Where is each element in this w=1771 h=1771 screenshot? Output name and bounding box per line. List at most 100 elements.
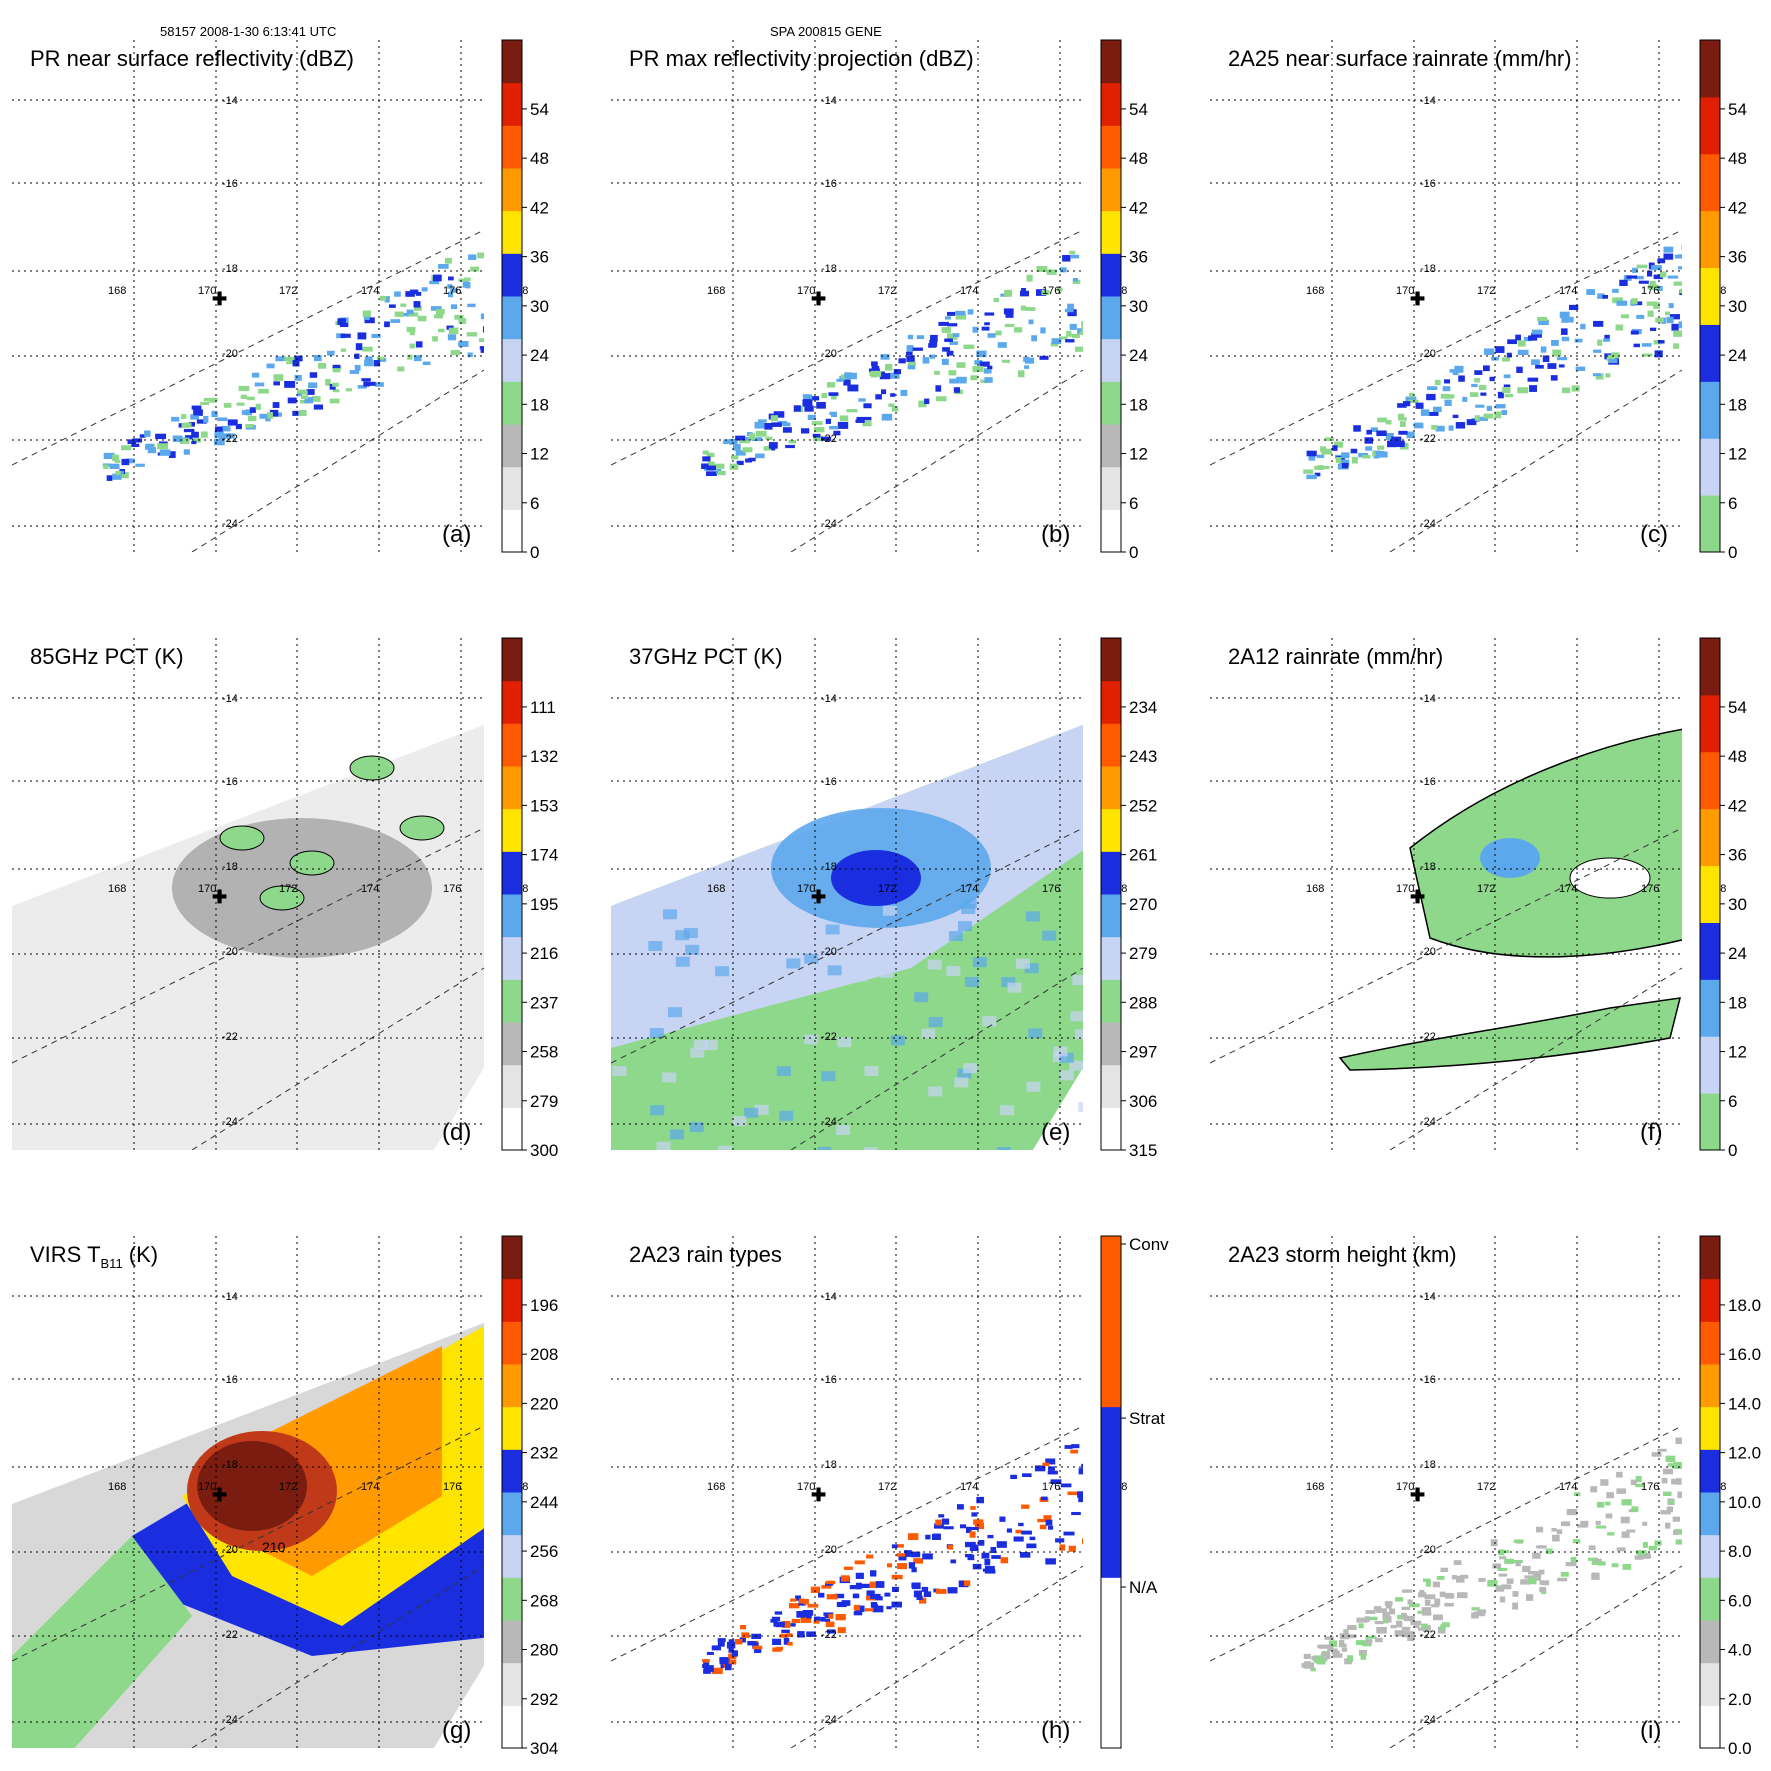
- echo: [1634, 1555, 1644, 1560]
- echo: [1690, 1457, 1699, 1462]
- lat-label: -14: [222, 1291, 238, 1303]
- echo: [171, 416, 180, 422]
- echo: [1320, 446, 1327, 453]
- echo: [702, 450, 709, 455]
- echo: [791, 1618, 800, 1623]
- echo: [1301, 1663, 1308, 1668]
- echo: [478, 338, 484, 343]
- echo: [1506, 352, 1512, 358]
- echo: [1407, 1599, 1413, 1605]
- colorbar-tick-label: 244: [530, 1493, 558, 1512]
- echo: [1513, 1539, 1524, 1544]
- pixel: [804, 1034, 819, 1045]
- colorbar-segment: [1700, 638, 1720, 696]
- echo: [384, 296, 390, 303]
- lon-label: 168: [707, 285, 725, 297]
- echo: [913, 1590, 922, 1598]
- storm-center-cross: ✚: [212, 887, 227, 907]
- echo: [855, 1572, 864, 1579]
- echo: [1064, 308, 1074, 313]
- echo: [179, 438, 190, 444]
- lat-label: -14: [821, 95, 837, 107]
- echo: [200, 431, 208, 438]
- echo: [717, 1640, 725, 1647]
- map-area: [1210, 1425, 1699, 1748]
- lon-label: 172: [1477, 883, 1495, 895]
- lon-label: 176: [1641, 883, 1659, 895]
- echo: [1050, 342, 1059, 347]
- lat-label: -24: [222, 1116, 238, 1128]
- orbit-header: 58157 2008-1-30 6:13:41 UTC: [160, 24, 337, 39]
- echo: [973, 1519, 984, 1525]
- echo: [1459, 1574, 1469, 1579]
- echo: [1385, 432, 1394, 440]
- echo: [946, 350, 954, 356]
- echo: [1635, 1483, 1645, 1488]
- echo: [956, 362, 966, 368]
- echo: [1575, 366, 1586, 371]
- echo: [1515, 1561, 1521, 1567]
- echo: [1636, 314, 1645, 319]
- echo: [1653, 302, 1660, 309]
- lat-label: -14: [821, 693, 837, 705]
- echo: [1677, 1491, 1682, 1499]
- echo: [450, 288, 459, 293]
- swath-edge: [611, 229, 1083, 466]
- echo: [1602, 295, 1609, 299]
- echo: [828, 1613, 834, 1619]
- echo: [1474, 378, 1481, 383]
- pixel: [1053, 1046, 1068, 1057]
- echo: [1495, 404, 1506, 409]
- echo: [1370, 427, 1378, 432]
- pixel: [1028, 1028, 1043, 1039]
- panel-title: 85GHz PCT (K): [30, 644, 184, 669]
- lat-label: -20: [222, 348, 238, 360]
- echo: [209, 397, 217, 403]
- echo: [1591, 1573, 1600, 1580]
- echo: [1024, 365, 1030, 369]
- echo: [967, 1554, 975, 1561]
- echo: [906, 355, 915, 363]
- echo: [748, 433, 756, 440]
- colorbar-tick-label: 0: [530, 543, 539, 562]
- echo: [1428, 411, 1439, 416]
- lon-label: 172: [279, 285, 297, 297]
- echo: [1642, 1541, 1648, 1548]
- colorbar-segment: [1700, 1093, 1720, 1151]
- echo: [1471, 383, 1478, 388]
- echo: [772, 1638, 782, 1645]
- echo: [376, 356, 385, 360]
- echo: [1653, 340, 1662, 345]
- echo: [1051, 338, 1062, 345]
- colorbar-tick-label: 0: [1129, 543, 1138, 562]
- colorbar-tick-label: 196: [530, 1296, 558, 1315]
- lat-label: -14: [1420, 1291, 1436, 1303]
- echo: [929, 339, 938, 347]
- echo: [1517, 387, 1529, 394]
- echo: [1597, 293, 1605, 299]
- echo: [1318, 465, 1324, 470]
- echo: [191, 431, 199, 438]
- echo: [482, 326, 484, 333]
- echo: [1608, 358, 1618, 364]
- echo: [1545, 1548, 1553, 1555]
- echo: [1374, 1621, 1384, 1625]
- echo: [733, 443, 741, 451]
- echo: [898, 358, 906, 364]
- echo: [1634, 301, 1643, 306]
- echo: [1358, 1649, 1367, 1656]
- panel-d: 168170172174176178-14-16-18-20-22-24✚85G…: [12, 637, 558, 1160]
- panel-label: (b): [1041, 521, 1070, 548]
- pixel: [1001, 977, 1016, 988]
- echo: [273, 381, 280, 386]
- title-subscript: B11: [101, 1256, 123, 1271]
- echo: [919, 1597, 927, 1604]
- echo: [135, 463, 145, 467]
- panel-label: (h): [1041, 1717, 1070, 1744]
- echo: [297, 389, 306, 394]
- echo: [329, 398, 340, 404]
- echo: [1070, 1449, 1079, 1454]
- lat-label: -18: [222, 1459, 238, 1471]
- echo: [820, 436, 832, 441]
- echo: [1540, 346, 1547, 353]
